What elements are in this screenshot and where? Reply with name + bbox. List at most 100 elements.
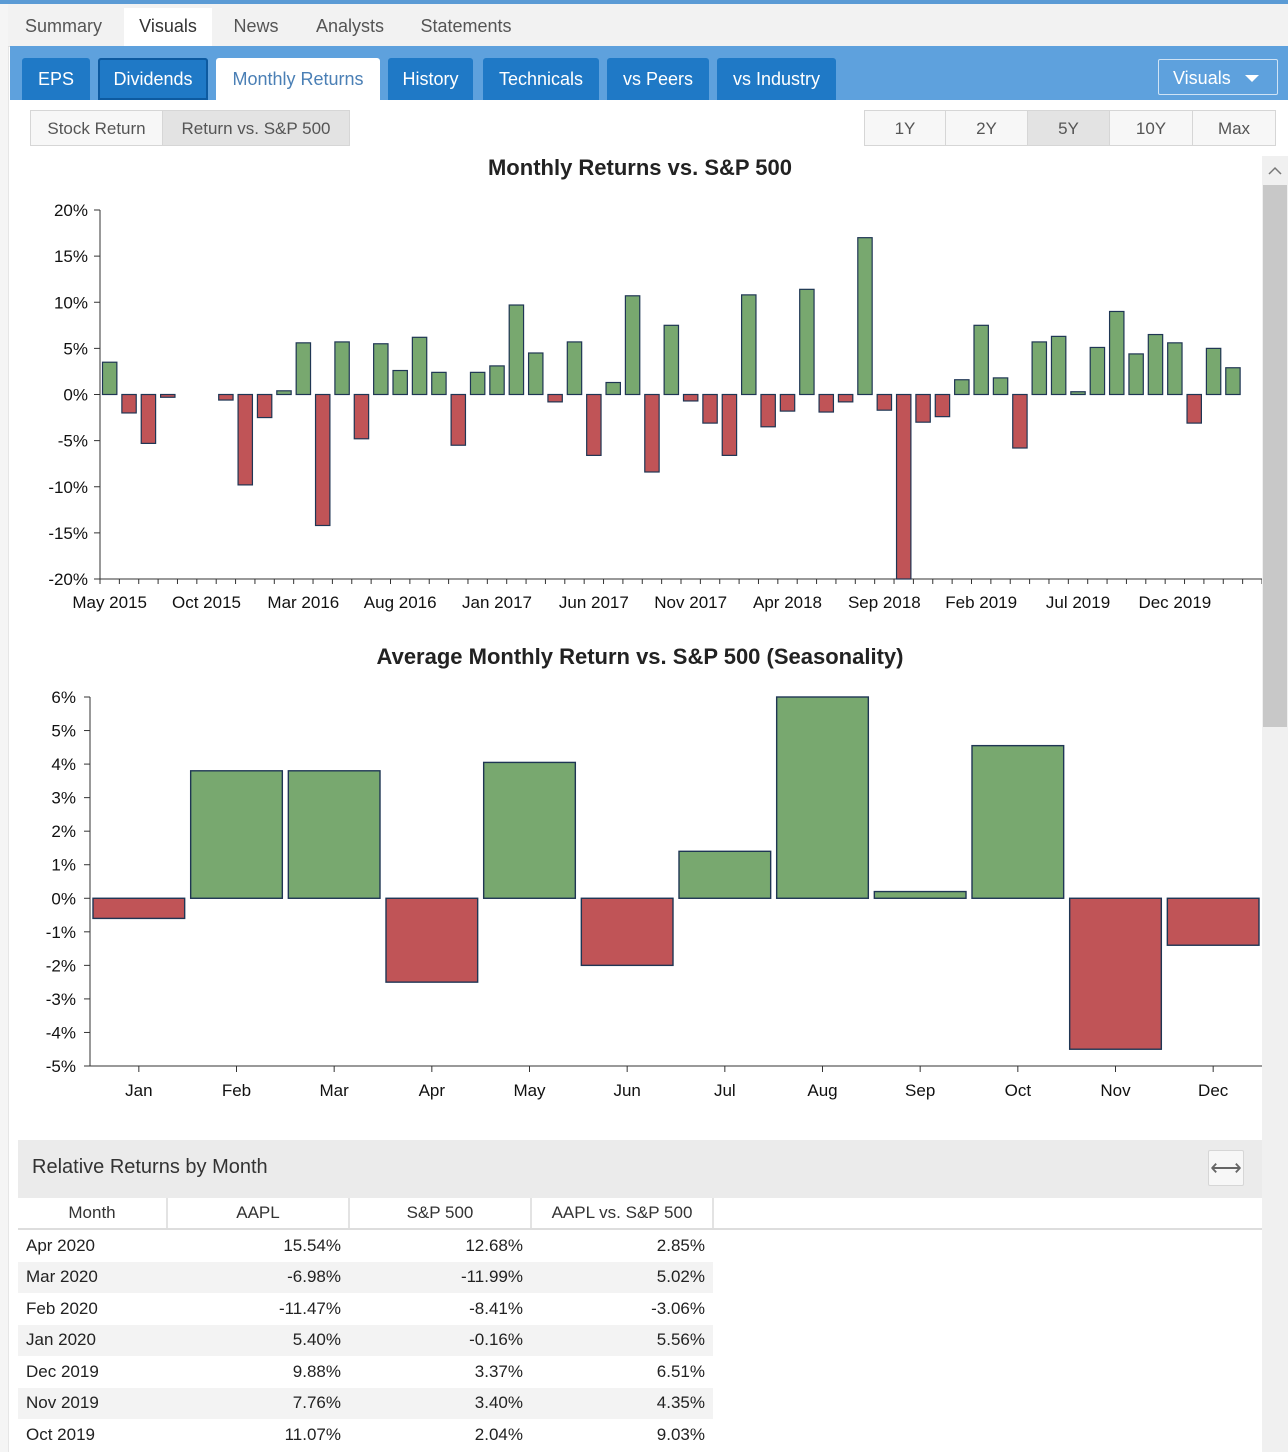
subtab-monthly-returns[interactable]: Monthly Returns — [216, 58, 380, 100]
bar-nov-2018[interactable] — [915, 393, 931, 423]
visuals-dropdown[interactable]: Visuals — [1158, 59, 1278, 95]
subtab-vs-industry[interactable]: vs Industry — [717, 58, 836, 100]
bar-nov-2015[interactable] — [218, 393, 234, 401]
subtab-technicals[interactable]: Technicals — [483, 58, 599, 100]
subtab-history[interactable]: History — [388, 58, 473, 100]
bar-jul-2016[interactable] — [373, 343, 389, 396]
cell-month: Nov 2019 — [18, 1387, 167, 1419]
bar-dec[interactable] — [1166, 897, 1260, 946]
bar-apr-2017[interactable] — [547, 393, 563, 403]
bar-oct-2018[interactable] — [895, 393, 912, 580]
col-header-month[interactable]: Month — [18, 1198, 168, 1230]
bar-mar-2017[interactable] — [527, 352, 544, 396]
bar-dec-2016[interactable] — [469, 371, 486, 396]
bar-jul-2019[interactable] — [1070, 391, 1086, 396]
bar-oct-2016[interactable] — [431, 371, 447, 396]
bar-nov-2016[interactable] — [450, 393, 467, 446]
bar-apr-2018[interactable] — [779, 393, 796, 412]
return-vs-sp500-button[interactable]: Return vs. S&P 500 — [162, 110, 350, 146]
expand-horizontal-button[interactable]: ⟷ — [1208, 1150, 1244, 1186]
range-max-button[interactable]: Max — [1192, 110, 1276, 146]
tab-statements[interactable]: Statements — [420, 16, 512, 36]
bar-nov[interactable] — [1068, 897, 1163, 1050]
range-2y-button[interactable]: 2Y — [945, 110, 1028, 146]
bar-aug-2016[interactable] — [392, 369, 408, 396]
bar-nov-2019[interactable] — [1147, 333, 1164, 396]
col-header-aapl[interactable]: AAPL — [167, 1198, 350, 1230]
bar-jun-2017[interactable] — [586, 393, 602, 456]
scrollbar-thumb[interactable] — [1263, 185, 1287, 727]
tab-news[interactable]: News — [233, 16, 279, 36]
range-5y-button[interactable]: 5Y — [1027, 110, 1110, 146]
bar-sep-2019[interactable] — [1108, 310, 1125, 396]
bar-dec-2017[interactable] — [702, 393, 718, 424]
bar-apr-2016[interactable] — [314, 393, 331, 527]
bar-may[interactable] — [482, 761, 577, 899]
bar-jan-2017[interactable] — [489, 365, 505, 396]
bar-feb-2019[interactable] — [973, 324, 989, 396]
bar-jan[interactable] — [92, 897, 186, 920]
cell-sp500: 2.04% — [474, 1424, 523, 1444]
bar-apr[interactable] — [385, 897, 479, 983]
bar-mar[interactable] — [287, 770, 381, 899]
bar-nov-2017[interactable] — [682, 393, 699, 402]
bar-feb-2018[interactable] — [740, 294, 757, 396]
bar-aug-2019[interactable] — [1089, 346, 1106, 396]
bar-feb-2016[interactable] — [276, 390, 292, 396]
bar-aug-2017[interactable] — [624, 295, 641, 396]
tab-analysts[interactable]: Analysts — [315, 16, 385, 36]
bar-mar-2018[interactable] — [760, 393, 776, 428]
bar-aug-2018[interactable] — [857, 237, 873, 396]
cell-aapl: 7.76% — [167, 1387, 349, 1419]
bar-apr-2019[interactable] — [1012, 393, 1028, 449]
bar-dec-2019[interactable] — [1167, 342, 1183, 396]
subtab-vs-peers[interactable]: vs Peers — [607, 58, 709, 100]
bar-jun-2019[interactable] — [1050, 335, 1067, 396]
visuals-dropdown-label: Visuals — [1173, 68, 1231, 88]
col-header-aapl-vs-sp500[interactable]: AAPL vs. S&P 500 — [531, 1198, 714, 1230]
bar-jun-2016[interactable] — [353, 393, 370, 440]
tab-summary[interactable]: Summary — [24, 16, 102, 36]
bar-feb-2017[interactable] — [508, 304, 525, 396]
bar-jun-2015[interactable] — [121, 393, 137, 414]
bar-sep-2018[interactable] — [876, 393, 893, 411]
bar-jan-2020[interactable] — [1186, 393, 1202, 424]
bar-jul-2017[interactable] — [605, 381, 621, 396]
bar-sep-2017[interactable] — [644, 393, 660, 473]
bar-sep-2016[interactable] — [411, 336, 428, 396]
bar-jan-2019[interactable] — [954, 379, 970, 396]
subtab-dividends[interactable]: Dividends — [98, 58, 208, 100]
bar-aug-2015[interactable] — [160, 393, 176, 398]
stock-return-button[interactable]: Stock Return — [30, 110, 163, 146]
range-1y-button[interactable]: 1Y — [864, 110, 946, 146]
bar-dec-2015[interactable] — [237, 393, 254, 486]
bar-may-2015[interactable] — [101, 361, 118, 396]
bar-jun-2018[interactable] — [818, 393, 835, 413]
bar-jun[interactable] — [580, 897, 674, 967]
bar-may-2017[interactable] — [566, 341, 583, 396]
bar-jan-2018[interactable] — [721, 393, 738, 456]
bar-oct[interactable] — [971, 744, 1065, 899]
bar-mar-2016[interactable] — [295, 342, 312, 396]
bar-jul-2018[interactable] — [837, 393, 854, 403]
bar-jan-2016[interactable] — [256, 393, 273, 419]
bar-oct-2017[interactable] — [663, 324, 680, 396]
bar-mar-2019[interactable] — [992, 377, 1009, 396]
range-10y-button[interactable]: 10Y — [1109, 110, 1193, 146]
scroll-up-button[interactable] — [1262, 156, 1288, 184]
bar-mar-2020[interactable] — [1225, 367, 1241, 396]
bar-may-2016[interactable] — [334, 341, 350, 396]
bar-oct-2019[interactable] — [1128, 353, 1144, 396]
x-tick-label: Oct — [1005, 1081, 1032, 1100]
bar-jul[interactable] — [678, 850, 772, 899]
bar-aug[interactable] — [775, 696, 870, 899]
bar-dec-2018[interactable] — [934, 393, 951, 418]
bar-may-2018[interactable] — [799, 288, 815, 396]
bar-may-2019[interactable] — [1031, 341, 1048, 396]
bar-feb-2020[interactable] — [1205, 347, 1222, 396]
bar-sep[interactable] — [873, 890, 967, 899]
subtab-eps[interactable]: EPS — [22, 58, 90, 100]
bar-feb[interactable] — [189, 770, 284, 899]
col-header-sp500[interactable]: S&P 500 — [349, 1198, 532, 1230]
bar-jul-2015[interactable] — [140, 393, 157, 444]
